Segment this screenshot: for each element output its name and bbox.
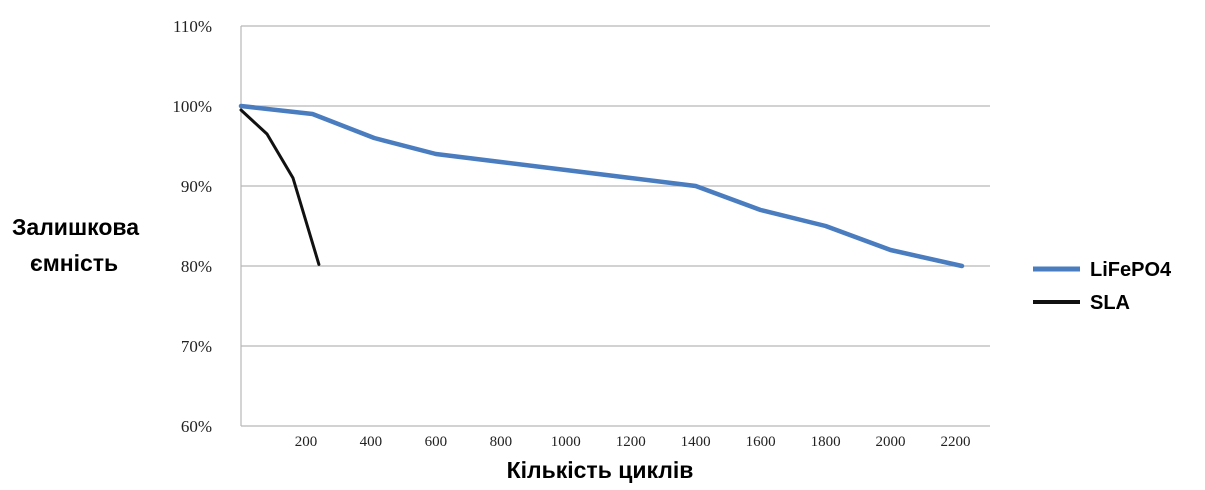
- y-tick-labels: 60% 70% 80% 90% 100% 110%: [172, 17, 212, 436]
- legend-label-lifepo4: LiFePO4: [1090, 259, 1172, 281]
- y-tick-label-5: 110%: [173, 17, 212, 36]
- x-tick-label-9: 2000: [876, 434, 906, 450]
- x-tick-label-1: 400: [360, 434, 383, 450]
- y-tick-label-2: 80%: [181, 257, 212, 276]
- series-line-sla: [239, 108, 321, 266]
- grid-lines: [241, 25, 990, 347]
- axes: [240, 26, 990, 427]
- y-tick-label-4: 100%: [172, 97, 212, 116]
- y-tick-label-3: 90%: [181, 177, 212, 196]
- x-tick-label-3: 800: [490, 434, 513, 450]
- y-axis-title-line-2: ємність: [30, 250, 118, 276]
- x-tick-label-4: 1000: [551, 434, 581, 450]
- x-tick-label-7: 1600: [746, 434, 776, 450]
- legend: LiFePO4 SLA: [1033, 259, 1172, 314]
- y-tick-label-0: 60%: [181, 417, 212, 436]
- x-tick-label-6: 1400: [681, 434, 711, 450]
- x-tick-label-8: 1800: [811, 434, 841, 450]
- series-lines: [238, 103, 965, 269]
- y-tick-label-1: 70%: [181, 337, 212, 356]
- legend-label-sla: SLA: [1090, 292, 1130, 314]
- x-tick-label-10: 2200: [941, 434, 971, 450]
- x-tick-label-2: 600: [425, 434, 448, 450]
- x-axis-title: Кількість циклів: [507, 457, 694, 483]
- y-axis-title-line-1: Залишкова: [12, 214, 139, 240]
- x-tick-labels: 200 400 600 800 1000 1200 1400 1600 1800 2000 2200: [295, 434, 971, 450]
- x-tick-label-0: 200: [295, 434, 318, 450]
- series-line-lifepo4: [238, 103, 965, 269]
- x-tick-label-5: 1200: [616, 434, 646, 450]
